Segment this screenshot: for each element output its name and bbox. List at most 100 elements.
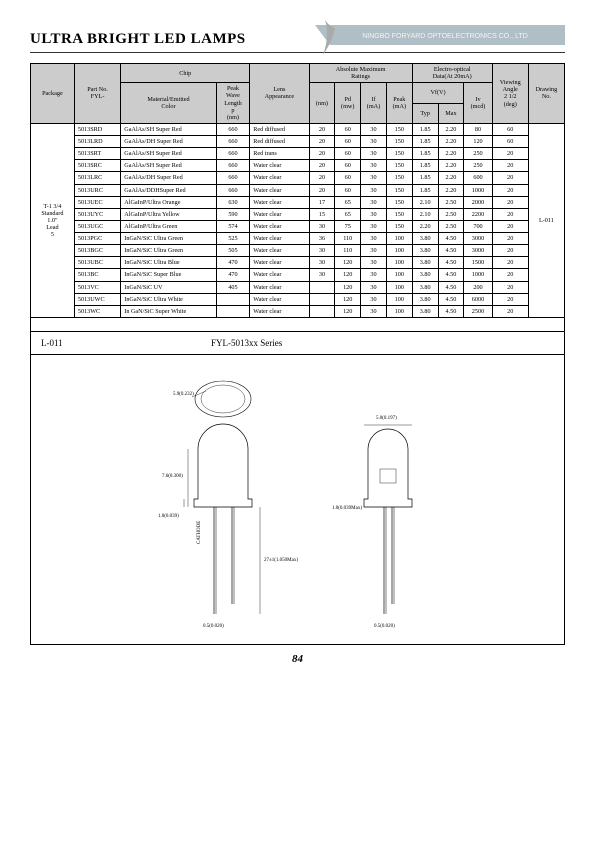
cell-nm <box>309 293 335 305</box>
cell-pd: 60 <box>335 160 361 172</box>
cell-wl: 505 <box>216 245 250 257</box>
cell-pn: 5013UEC <box>74 196 120 208</box>
cell-pn: 5013UBC <box>74 257 120 269</box>
cell-iv: 1000 <box>464 184 492 196</box>
cell-mat: GaAlAs/DH Super Red <box>121 136 216 148</box>
cell-pn: 5013BGC <box>74 245 120 257</box>
cell-pk: 150 <box>386 172 412 184</box>
cell-if: 30 <box>361 196 387 208</box>
cell-pk: 150 <box>386 208 412 220</box>
package-cell: T-1 3/4Standard1.0"Lead5 <box>31 123 75 317</box>
cell-if: 30 <box>361 233 387 245</box>
cell-vm: 2.20 <box>438 184 464 196</box>
cell-lens: Water clear <box>250 245 309 257</box>
table-row: 5013UECAlGaInP/Ultra Orange630Water clea… <box>31 196 565 208</box>
cell-vt: 1.85 <box>412 184 438 196</box>
table-row: 5013SRTGaAlAs/SH Super Red660Red trans20… <box>31 148 565 160</box>
cell-vt: 1.85 <box>412 148 438 160</box>
cell-wl: 660 <box>216 136 250 148</box>
cell-lens: Water clear <box>250 160 309 172</box>
cell-mat: AlGaInP/Ultra Green <box>121 220 216 232</box>
table-row: 5013WCIn GaN/SiC Super WhiteWater clear1… <box>31 305 565 317</box>
cell-pd: 60 <box>335 172 361 184</box>
cell-vm: 4.50 <box>438 305 464 317</box>
cell-pk: 150 <box>386 196 412 208</box>
col-iv: Iv(mcd) <box>464 83 492 124</box>
cell-pd: 65 <box>335 208 361 220</box>
cell-vt: 3.80 <box>412 245 438 257</box>
cell-pk: 100 <box>386 293 412 305</box>
series-name: FYL-5013xx Series <box>171 338 554 348</box>
cell-vt: 3.80 <box>412 281 438 293</box>
cell-ang: 20 <box>492 172 528 184</box>
col-max: Max <box>438 103 464 123</box>
cell-pn: 5013UYC <box>74 208 120 220</box>
cell-wl <box>216 305 250 317</box>
col-lens: LensAppearance <box>250 64 309 124</box>
cell-if: 30 <box>361 208 387 220</box>
mechanical-drawing: 5.9(0.232) 7.6(0.300) 1.0(0.039) 27±1(1.… <box>30 355 565 645</box>
cell-pk: 100 <box>386 305 412 317</box>
cell-nm: 20 <box>309 136 335 148</box>
cell-pk: 100 <box>386 233 412 245</box>
cell-lens: Water clear <box>250 269 309 281</box>
svg-text:1.0(0.039): 1.0(0.039) <box>158 514 179 519</box>
cell-lens: Red diffused <box>250 136 309 148</box>
drawing-cell: L-011 <box>528 123 564 317</box>
cell-lens: Water clear <box>250 196 309 208</box>
cell-wl: 630 <box>216 196 250 208</box>
cell-ang: 20 <box>492 160 528 172</box>
cell-vm: 4.50 <box>438 293 464 305</box>
cell-if: 30 <box>361 136 387 148</box>
table-row: 5013PGCInGaN/SiC Ultra Green525Water cle… <box>31 233 565 245</box>
cell-mat: InGaN/SiC Ultra Green <box>121 233 216 245</box>
cell-pn: 5013URC <box>74 184 120 196</box>
cell-pd: 60 <box>335 184 361 196</box>
cell-vm: 4.50 <box>438 269 464 281</box>
cell-nm <box>309 281 335 293</box>
cell-vm: 2.20 <box>438 136 464 148</box>
cell-pn: 5013LRC <box>74 172 120 184</box>
cell-vt: 1.85 <box>412 172 438 184</box>
cell-pd: 60 <box>335 123 361 135</box>
cell-vm: 2.50 <box>438 196 464 208</box>
cell-vm: 2.20 <box>438 123 464 135</box>
cell-mat: GaAlAs/SH Super Red <box>121 123 216 135</box>
table-row: 5013LRDGaAlAs/DH Super Red660Red diffuse… <box>31 136 565 148</box>
cell-nm: 20 <box>309 184 335 196</box>
table-body: T-1 3/4Standard1.0"Lead55013SRDGaAlAs/SH… <box>31 123 565 317</box>
cell-vt: 3.80 <box>412 233 438 245</box>
cell-wl: 470 <box>216 257 250 269</box>
cell-pn: 5013WC <box>74 305 120 317</box>
cell-nm: 30 <box>309 269 335 281</box>
cell-pk: 150 <box>386 136 412 148</box>
cell-wl: 660 <box>216 172 250 184</box>
cell-vt: 1.85 <box>412 136 438 148</box>
header: ULTRA BRIGHT LED LAMPS NINGBO FORYARD OP… <box>30 30 565 53</box>
cell-if: 30 <box>361 293 387 305</box>
cell-if: 30 <box>361 184 387 196</box>
cell-wl: 574 <box>216 220 250 232</box>
svg-text:5.0(0.197): 5.0(0.197) <box>376 416 397 421</box>
cell-vm: 4.50 <box>438 245 464 257</box>
cell-iv: 1500 <box>464 257 492 269</box>
cell-lens: Water clear <box>250 184 309 196</box>
cell-vt: 3.80 <box>412 269 438 281</box>
col-nm: (nm) <box>309 83 335 124</box>
cell-pk: 150 <box>386 148 412 160</box>
cell-pk: 100 <box>386 257 412 269</box>
table-row: 5013UWCInGaN/SiC Ultra WhiteWater clear1… <box>31 293 565 305</box>
cell-pk: 150 <box>386 123 412 135</box>
cell-pd: 120 <box>335 281 361 293</box>
cell-wl: 525 <box>216 233 250 245</box>
cell-ang: 20 <box>492 257 528 269</box>
svg-text:5.9(0.232): 5.9(0.232) <box>173 392 194 397</box>
cell-ang: 20 <box>492 233 528 245</box>
page-number: 84 <box>30 653 565 665</box>
cell-pk: 100 <box>386 281 412 293</box>
cell-mat: InGaN/SiC Super Blue <box>121 269 216 281</box>
cell-iv: 2500 <box>464 305 492 317</box>
cell-nm: 17 <box>309 196 335 208</box>
cell-lens: Water clear <box>250 172 309 184</box>
cell-mat: In GaN/SiC Super White <box>121 305 216 317</box>
